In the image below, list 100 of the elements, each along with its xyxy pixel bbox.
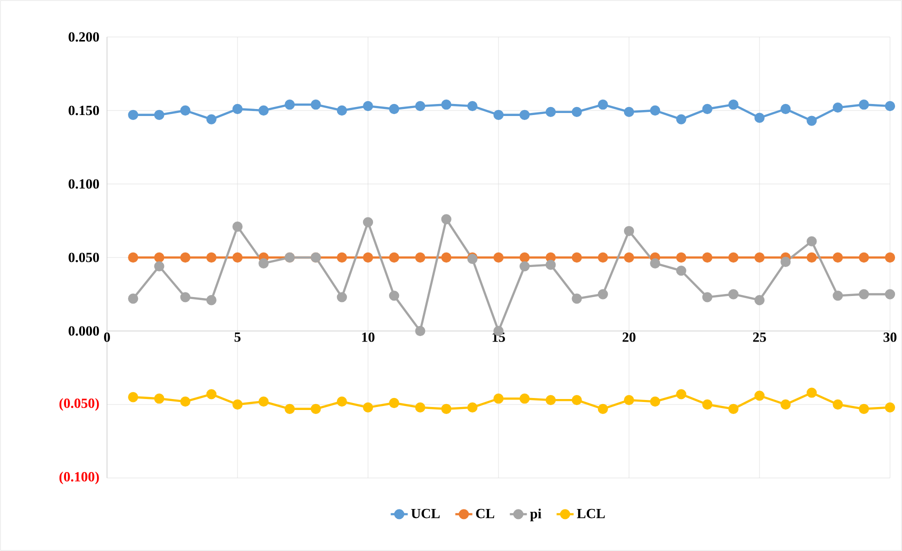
- point: [154, 394, 164, 404]
- point: [650, 396, 660, 407]
- point: [754, 295, 765, 306]
- point: [572, 252, 582, 263]
- point: [546, 394, 556, 406]
- point: [624, 106, 634, 118]
- point: [598, 252, 608, 263]
- point: [754, 252, 765, 263]
- point: [806, 388, 817, 398]
- y-tick-label: (0.050): [59, 398, 99, 411]
- point: [598, 289, 608, 300]
- point: [780, 104, 791, 114]
- point: [728, 100, 738, 110]
- point: [128, 294, 138, 304]
- point: [336, 252, 347, 263]
- point: [441, 100, 452, 110]
- point: [884, 252, 896, 263]
- point: [493, 110, 504, 120]
- y-tick-label: 0.050: [68, 252, 99, 262]
- point: [858, 289, 869, 300]
- point: [520, 252, 530, 263]
- point: [180, 252, 190, 263]
- point: [676, 389, 686, 400]
- point: [180, 396, 190, 407]
- point: [806, 252, 817, 263]
- point: [310, 404, 321, 414]
- point: [858, 100, 869, 110]
- point: [858, 252, 869, 263]
- point: [258, 258, 269, 268]
- legend-label: pi: [530, 508, 542, 522]
- point: [884, 100, 896, 112]
- x-tick-label: 20: [622, 332, 636, 342]
- point: [180, 292, 190, 302]
- point: [206, 389, 216, 400]
- point: [806, 236, 817, 246]
- legend-label: LCL: [576, 508, 605, 518]
- x-tick-label: 10: [362, 332, 374, 342]
- point: [232, 399, 243, 410]
- point: [441, 252, 452, 263]
- point: [389, 252, 400, 263]
- point: [728, 289, 738, 300]
- point: [546, 106, 556, 118]
- point: [676, 114, 686, 124]
- point: [206, 114, 216, 124]
- point: [702, 252, 712, 263]
- point: [389, 398, 400, 408]
- y-tick-label: 0.150: [68, 106, 99, 116]
- point: [754, 390, 765, 401]
- point: [284, 100, 295, 110]
- point: [702, 292, 712, 302]
- point: [232, 104, 243, 114]
- point: [832, 290, 843, 301]
- point: [754, 112, 765, 123]
- point: [336, 292, 347, 302]
- y-tick-label: 0.100: [68, 179, 99, 189]
- point: [154, 261, 164, 272]
- point: [232, 222, 243, 232]
- point: [180, 105, 190, 116]
- point: [362, 100, 374, 112]
- point: [336, 105, 347, 116]
- point: [441, 404, 452, 414]
- point: [780, 399, 791, 410]
- point: [520, 261, 530, 272]
- point: [362, 402, 374, 413]
- point: [520, 110, 530, 120]
- point: [467, 402, 478, 413]
- point: [546, 260, 556, 270]
- point: [650, 258, 660, 268]
- point: [676, 252, 686, 263]
- point: [780, 256, 791, 267]
- point: [154, 110, 164, 120]
- point: [206, 295, 216, 306]
- x-tick-label: 0: [104, 332, 110, 342]
- y-tick-label: (0.100): [59, 472, 99, 484]
- legend-label: UCL: [411, 508, 440, 518]
- point: [467, 100, 478, 112]
- point: [572, 294, 582, 304]
- point: [206, 252, 216, 263]
- point: [258, 396, 269, 407]
- point: [832, 102, 843, 113]
- point: [336, 396, 347, 407]
- x-tick-label: 5: [234, 332, 240, 342]
- point: [598, 100, 608, 110]
- point: [624, 252, 634, 263]
- point: [493, 252, 504, 263]
- point: [650, 105, 660, 116]
- y-tick-label: 0.200: [68, 32, 99, 42]
- point: [572, 106, 582, 118]
- x-tick-label: 25: [753, 332, 766, 342]
- legend-label: CL: [476, 508, 494, 518]
- y-tick-label: 0.000: [68, 326, 99, 336]
- point: [884, 402, 896, 413]
- point: [702, 399, 712, 410]
- point: [362, 217, 374, 228]
- point: [832, 399, 843, 410]
- point: [858, 404, 869, 414]
- x-tick-label: 30: [884, 332, 896, 342]
- point: [258, 105, 269, 116]
- point: [362, 252, 374, 263]
- point: [128, 252, 138, 263]
